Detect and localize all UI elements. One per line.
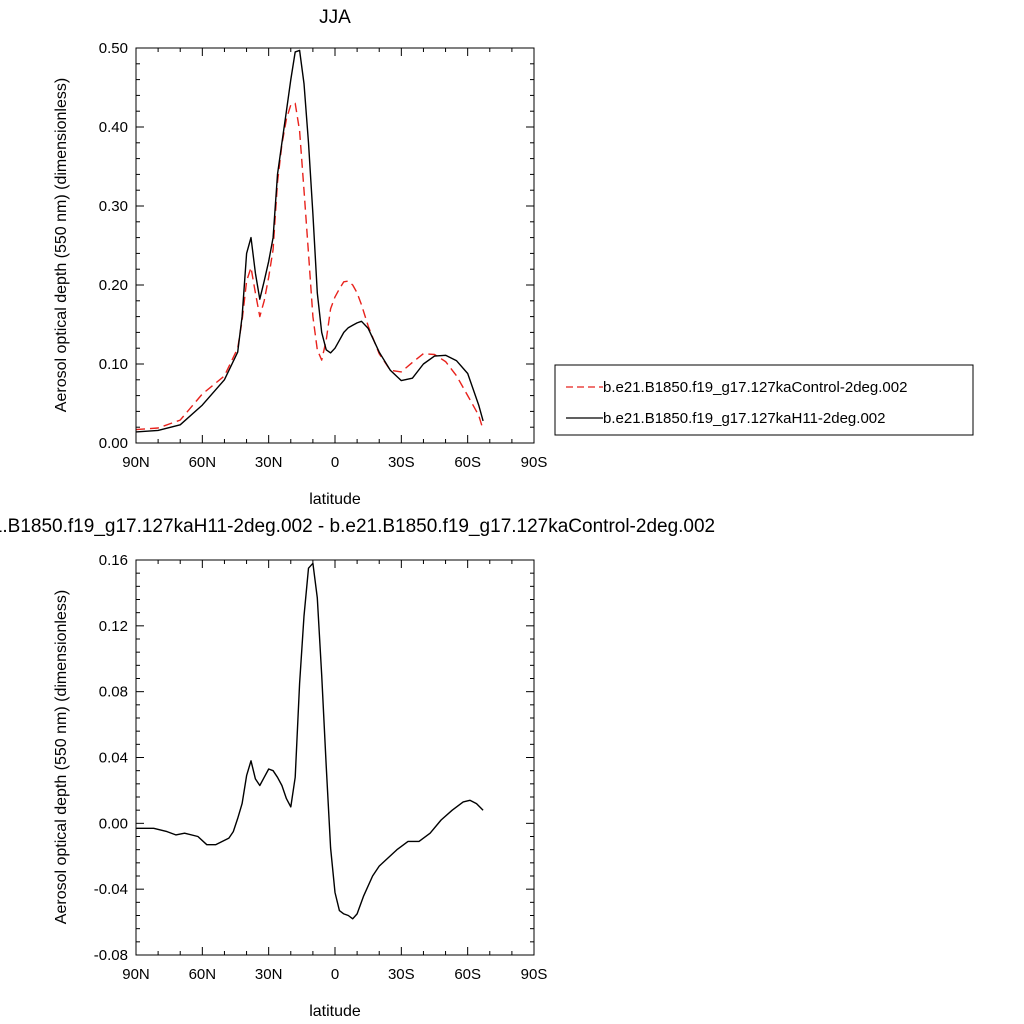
x-tick-label: 90N [122,454,150,471]
y-tick-label: 0.04 [99,750,128,767]
y-tick-label: -0.04 [94,881,128,898]
x-tick-label: 90N [122,966,150,983]
legend-box [554,364,974,436]
y-tick-label: 0.12 [99,618,128,635]
y-tick-label: 0.20 [99,277,128,294]
bottom-plot-area: -0.08 -0.04 0.00 0.04 0.08 0.12 0.16 90N 60N 30N… [94,552,548,983]
y-tick-label: 0.16 [99,552,128,569]
x-tick-label: 60N [189,966,217,983]
x-tick-label: 30S [388,454,415,471]
y-tick-label: 0.40 [99,119,128,136]
top-chart-title: JJA [319,7,351,28]
bottom-x-axis-label: latitude [309,1003,361,1020]
legend-label-control: b.e21.B1850.f19_g17.127kaControl-2deg.00… [603,379,907,396]
top-x-tick-labels: 90N 60N 30N 0 30S 60S 90S [122,454,547,471]
top-plot-area: 0.00 0.10 0.20 0.30 0.40 0.50 90N 60N 30N 0 30S 60… [99,40,548,471]
bottom-y-tick-labels: -0.08 -0.04 0.00 0.04 0.08 0.12 0.16 [94,552,128,964]
bottom-chart-title: b.e21.B1850.f19_g17.127kaH11-2deg.002 - … [0,516,715,537]
top-plot-frame [135,47,535,444]
y-tick-label: -0.08 [94,947,128,964]
x-tick-label: 90S [521,454,548,471]
legend-label-h11: b.e21.B1850.f19_g17.127kaH11-2deg.002 [603,410,885,427]
x-tick-label: 0 [331,966,339,983]
top-series-line-1 [135,49,484,433]
y-tick-label: 0.50 [99,40,128,57]
bot-series-line-0 [136,562,484,920]
y-tick-label: 0.30 [99,198,128,215]
top-x-axis-label: latitude [309,491,361,508]
x-tick-label: 30N [255,966,283,983]
top-panel: JJA 0.00 0.10 0.20 0.30 0.40 0.50 90N 60N 30N 0 3… [53,7,974,508]
x-tick-label: 90S [521,966,548,983]
y-tick-label: 0.08 [99,684,128,701]
legend: b.e21.B1850.f19_g17.127kaControl-2deg.00… [554,364,974,436]
x-tick-label: 60S [454,966,481,983]
y-tick-label: 0.00 [99,435,128,452]
y-tick-label: 0.10 [99,356,128,373]
bottom-x-tick-labels: 90N 60N 30N 0 30S 60S 90S [122,966,547,983]
top-y-axis-label: Aerosol optical depth (550 nm) (dimensio… [53,78,70,412]
top-series [135,49,484,433]
top-y-tick-labels: 0.00 0.10 0.20 0.30 0.40 0.50 [99,40,128,452]
bottom-y-axis-label: Aerosol optical depth (550 nm) (dimensio… [53,590,70,924]
bottom-plot-frame [135,559,535,956]
top-series-line-0 [135,102,484,431]
x-tick-label: 30S [388,966,415,983]
bottom-panel: b.e21.B1850.f19_g17.127kaH11-2deg.002 - … [0,516,715,1020]
x-tick-label: 0 [331,454,339,471]
x-tick-label: 60N [189,454,217,471]
x-tick-label: 60S [454,454,481,471]
bottom-series [136,562,484,920]
x-tick-label: 30N [255,454,283,471]
top-ticks [135,47,535,444]
bottom-ticks [135,559,535,956]
y-tick-label: 0.00 [99,815,128,832]
